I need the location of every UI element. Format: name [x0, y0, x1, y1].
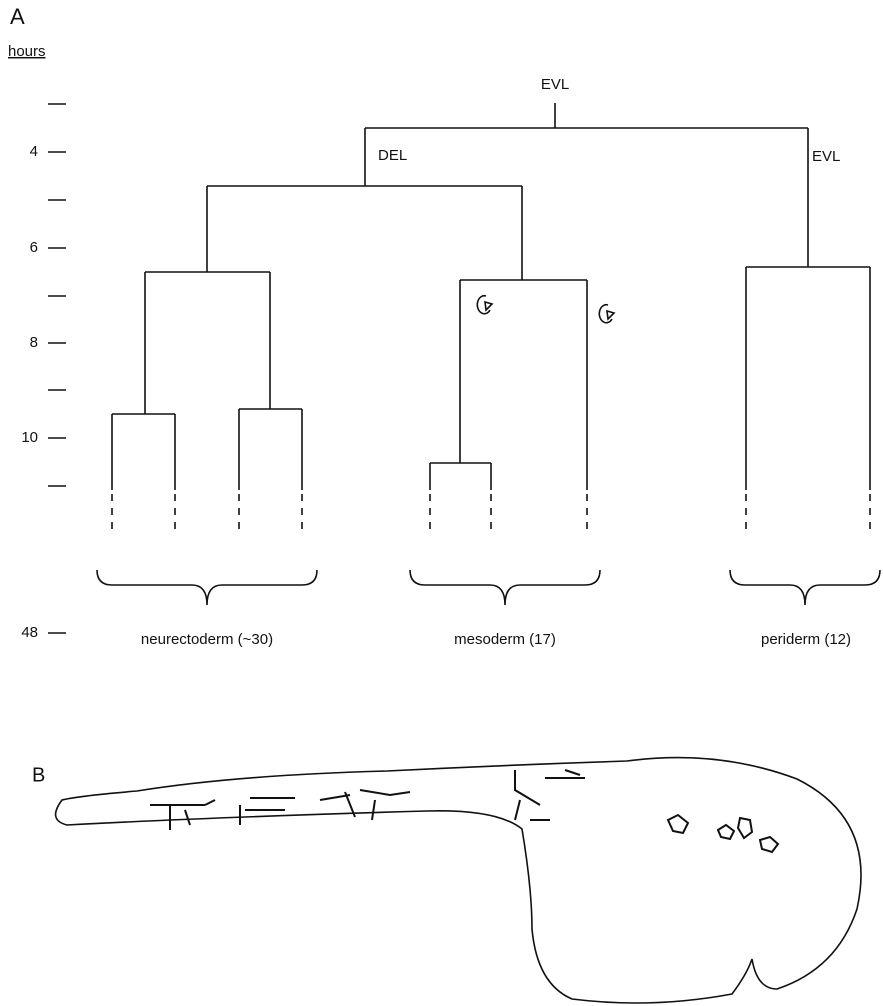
- node-label: EVL: [812, 148, 840, 165]
- node-label: DEL: [378, 147, 407, 164]
- group-label: mesoderm (17): [454, 631, 556, 648]
- tick-label: 8: [30, 334, 38, 351]
- group-label: periderm (12): [761, 631, 851, 648]
- tick-label: 10: [21, 429, 38, 446]
- panel-label: A: [10, 4, 25, 29]
- braces: [96, 569, 881, 606]
- axis-title: hours: [8, 43, 46, 60]
- tick-label: 6: [30, 239, 38, 256]
- cell-tracks: [150, 769, 780, 854]
- panel-label: B: [32, 764, 45, 786]
- embryo: [54, 756, 862, 1004]
- tick-label: 4: [30, 143, 38, 160]
- lineage-tree: [111, 103, 871, 536]
- tick-label: 48: [21, 624, 38, 641]
- axis-ticks: [48, 103, 66, 634]
- group-label: neurectoderm (~30): [141, 631, 273, 648]
- node-label: EVL: [541, 76, 569, 93]
